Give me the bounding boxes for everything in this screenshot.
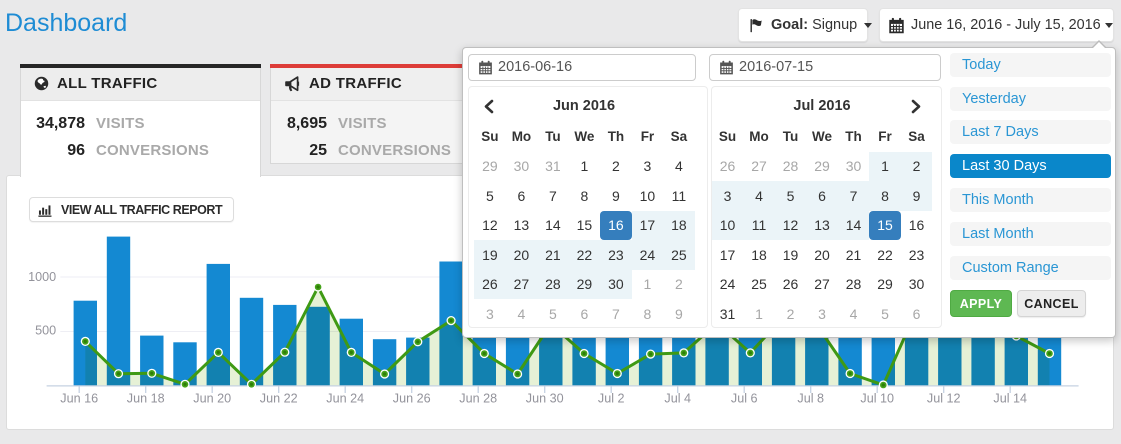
svg-text:Jul 6: Jul 6 — [731, 392, 758, 406]
svg-text:Jun 18: Jun 18 — [127, 392, 165, 406]
svg-text:Jul 2: Jul 2 — [598, 392, 625, 406]
svg-text:Jun 30: Jun 30 — [526, 392, 564, 406]
svg-text:Jul 12: Jul 12 — [927, 392, 961, 406]
svg-text:1000: 1000 — [28, 270, 56, 284]
svg-text:Jun 26: Jun 26 — [393, 392, 431, 406]
svg-text:Jul 8: Jul 8 — [797, 392, 824, 406]
svg-text:500: 500 — [35, 324, 56, 338]
svg-text:Jun 28: Jun 28 — [459, 392, 497, 406]
svg-text:Jun 20: Jun 20 — [193, 392, 231, 406]
svg-text:Jul 4: Jul 4 — [664, 392, 691, 406]
svg-text:Jun 24: Jun 24 — [326, 392, 364, 406]
svg-text:Jul 10: Jul 10 — [860, 392, 894, 406]
svg-text:Jun 22: Jun 22 — [260, 392, 298, 406]
svg-text:Jul 14: Jul 14 — [993, 392, 1027, 406]
svg-text:Jun 16: Jun 16 — [60, 392, 98, 406]
